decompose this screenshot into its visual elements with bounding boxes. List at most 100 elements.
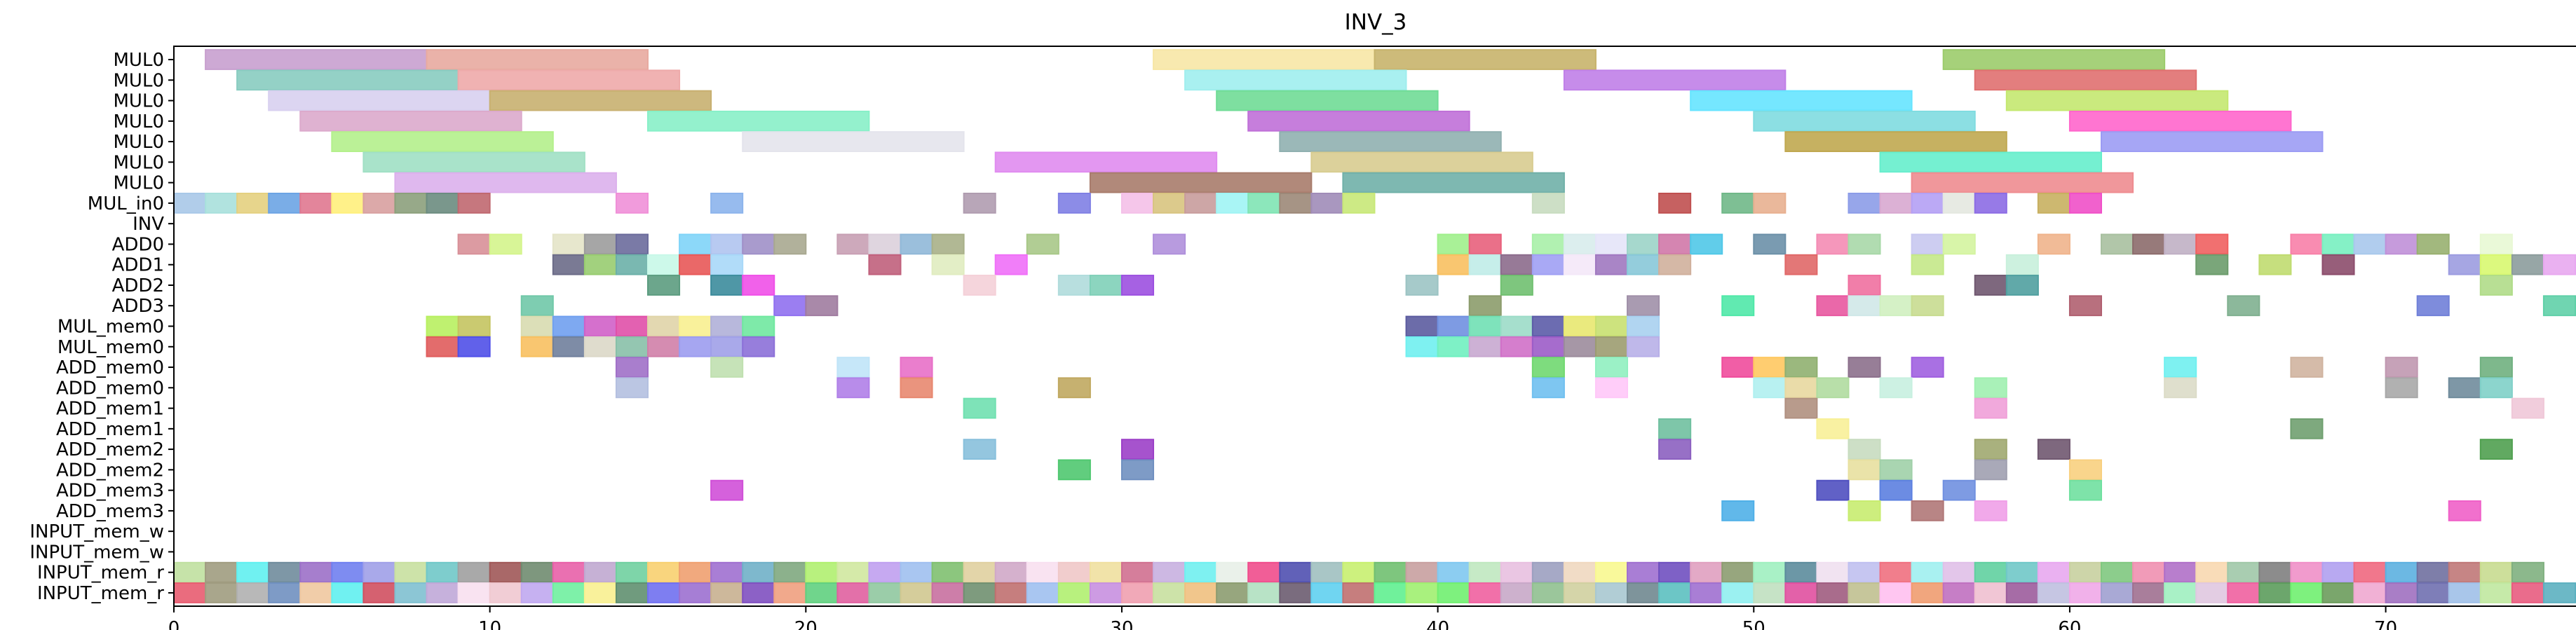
task-bar xyxy=(1531,233,1565,255)
y-tick-label: ADD_mem0 xyxy=(56,357,164,378)
task-bar xyxy=(868,582,902,603)
task-bar xyxy=(1974,459,2007,481)
task-bar xyxy=(1911,561,1944,583)
task-bar xyxy=(2542,254,2576,275)
task-bar xyxy=(2385,582,2418,603)
task-bar xyxy=(2353,561,2387,583)
task-bar xyxy=(646,275,681,296)
task-bar xyxy=(994,151,1218,173)
task-bar xyxy=(1627,336,1660,357)
task-bar xyxy=(615,357,649,378)
task-bar xyxy=(1216,561,1249,583)
task-bar xyxy=(836,561,870,583)
task-bar xyxy=(1942,582,1976,603)
task-bar xyxy=(615,192,649,214)
task-bar xyxy=(1057,275,1091,296)
task-bar xyxy=(1658,582,1692,603)
task-bar xyxy=(773,233,807,255)
task-bar xyxy=(2385,233,2418,255)
task-bar xyxy=(931,561,965,583)
task-bar xyxy=(426,582,459,603)
task-bar xyxy=(994,561,1028,583)
task-bar xyxy=(362,151,585,173)
task-bar xyxy=(1594,254,1629,275)
task-bar xyxy=(1184,561,1218,583)
y-tick-label: MUL_in0 xyxy=(88,193,164,214)
task-bar xyxy=(1247,110,1470,132)
task-bar xyxy=(2511,561,2544,583)
task-bar xyxy=(1279,131,1502,152)
task-bar xyxy=(1848,500,1881,521)
task-bar xyxy=(1911,500,1944,521)
task-bar xyxy=(331,582,365,603)
y-tick-label: ADD3 xyxy=(112,296,164,317)
y-tick-label: ADD2 xyxy=(112,275,164,296)
task-bar xyxy=(1563,254,1597,275)
task-bar xyxy=(1594,561,1629,583)
task-bar xyxy=(868,561,902,583)
task-bar xyxy=(236,69,459,91)
task-bar xyxy=(1627,582,1660,603)
task-bar xyxy=(742,561,775,583)
task-bar xyxy=(1942,192,1976,214)
task-bar xyxy=(900,377,933,399)
task-bar xyxy=(2037,192,2070,214)
task-bar xyxy=(1310,582,1344,603)
task-bar xyxy=(1721,357,1755,378)
task-bar xyxy=(457,582,491,603)
task-bar xyxy=(1594,582,1629,603)
task-bar xyxy=(1216,582,1249,603)
task-bar xyxy=(836,233,870,255)
task-bar xyxy=(868,254,902,275)
task-bar xyxy=(2101,561,2134,583)
task-bar xyxy=(1468,315,1502,337)
task-bar xyxy=(1120,439,1155,460)
task-bar xyxy=(1658,418,1692,439)
task-bar xyxy=(1089,172,1313,193)
task-bar xyxy=(773,582,807,603)
task-bar xyxy=(1310,561,1344,583)
task-bar xyxy=(1848,459,1881,481)
task-bar xyxy=(1563,69,1787,91)
task-bar xyxy=(1784,377,1818,399)
task-bar xyxy=(773,295,807,317)
task-bar xyxy=(1184,192,1218,214)
task-bar xyxy=(773,561,807,583)
task-bar xyxy=(2164,357,2197,378)
task-bar xyxy=(1753,357,1787,378)
x-tick-label: 20 xyxy=(794,618,818,630)
task-bar xyxy=(2385,377,2418,399)
task-bar xyxy=(2353,233,2387,255)
y-tick-label: ADD_mem2 xyxy=(56,460,164,481)
x-tick-label: 60 xyxy=(2058,618,2081,630)
task-bar xyxy=(394,172,617,193)
task-bar xyxy=(646,561,681,583)
task-bar xyxy=(1279,192,1313,214)
y-tick-label: MUL0 xyxy=(114,50,165,71)
task-bar xyxy=(1784,397,1818,419)
task-bar xyxy=(2005,582,2039,603)
task-bar xyxy=(646,315,681,337)
task-bar xyxy=(552,336,585,357)
task-bar xyxy=(1627,295,1660,317)
task-bar xyxy=(489,561,522,583)
task-bar xyxy=(1784,254,1818,275)
task-bar xyxy=(1974,69,2197,91)
task-bar xyxy=(805,561,839,583)
task-bar xyxy=(615,377,649,399)
y-tick-label: INV xyxy=(133,214,164,235)
task-bar xyxy=(1627,561,1660,583)
task-bar xyxy=(268,192,301,214)
task-bar xyxy=(1563,233,1597,255)
y-tick-label: ADD_mem3 xyxy=(56,481,164,502)
task-bar xyxy=(2448,582,2481,603)
task-bar xyxy=(679,561,712,583)
task-bar xyxy=(742,315,775,337)
task-bar xyxy=(2068,582,2103,603)
task-bar xyxy=(2227,582,2260,603)
task-bar xyxy=(1816,295,1850,317)
task-bar xyxy=(615,233,649,255)
task-bar xyxy=(805,582,839,603)
task-bar xyxy=(1753,561,1787,583)
task-bar xyxy=(2005,275,2039,296)
